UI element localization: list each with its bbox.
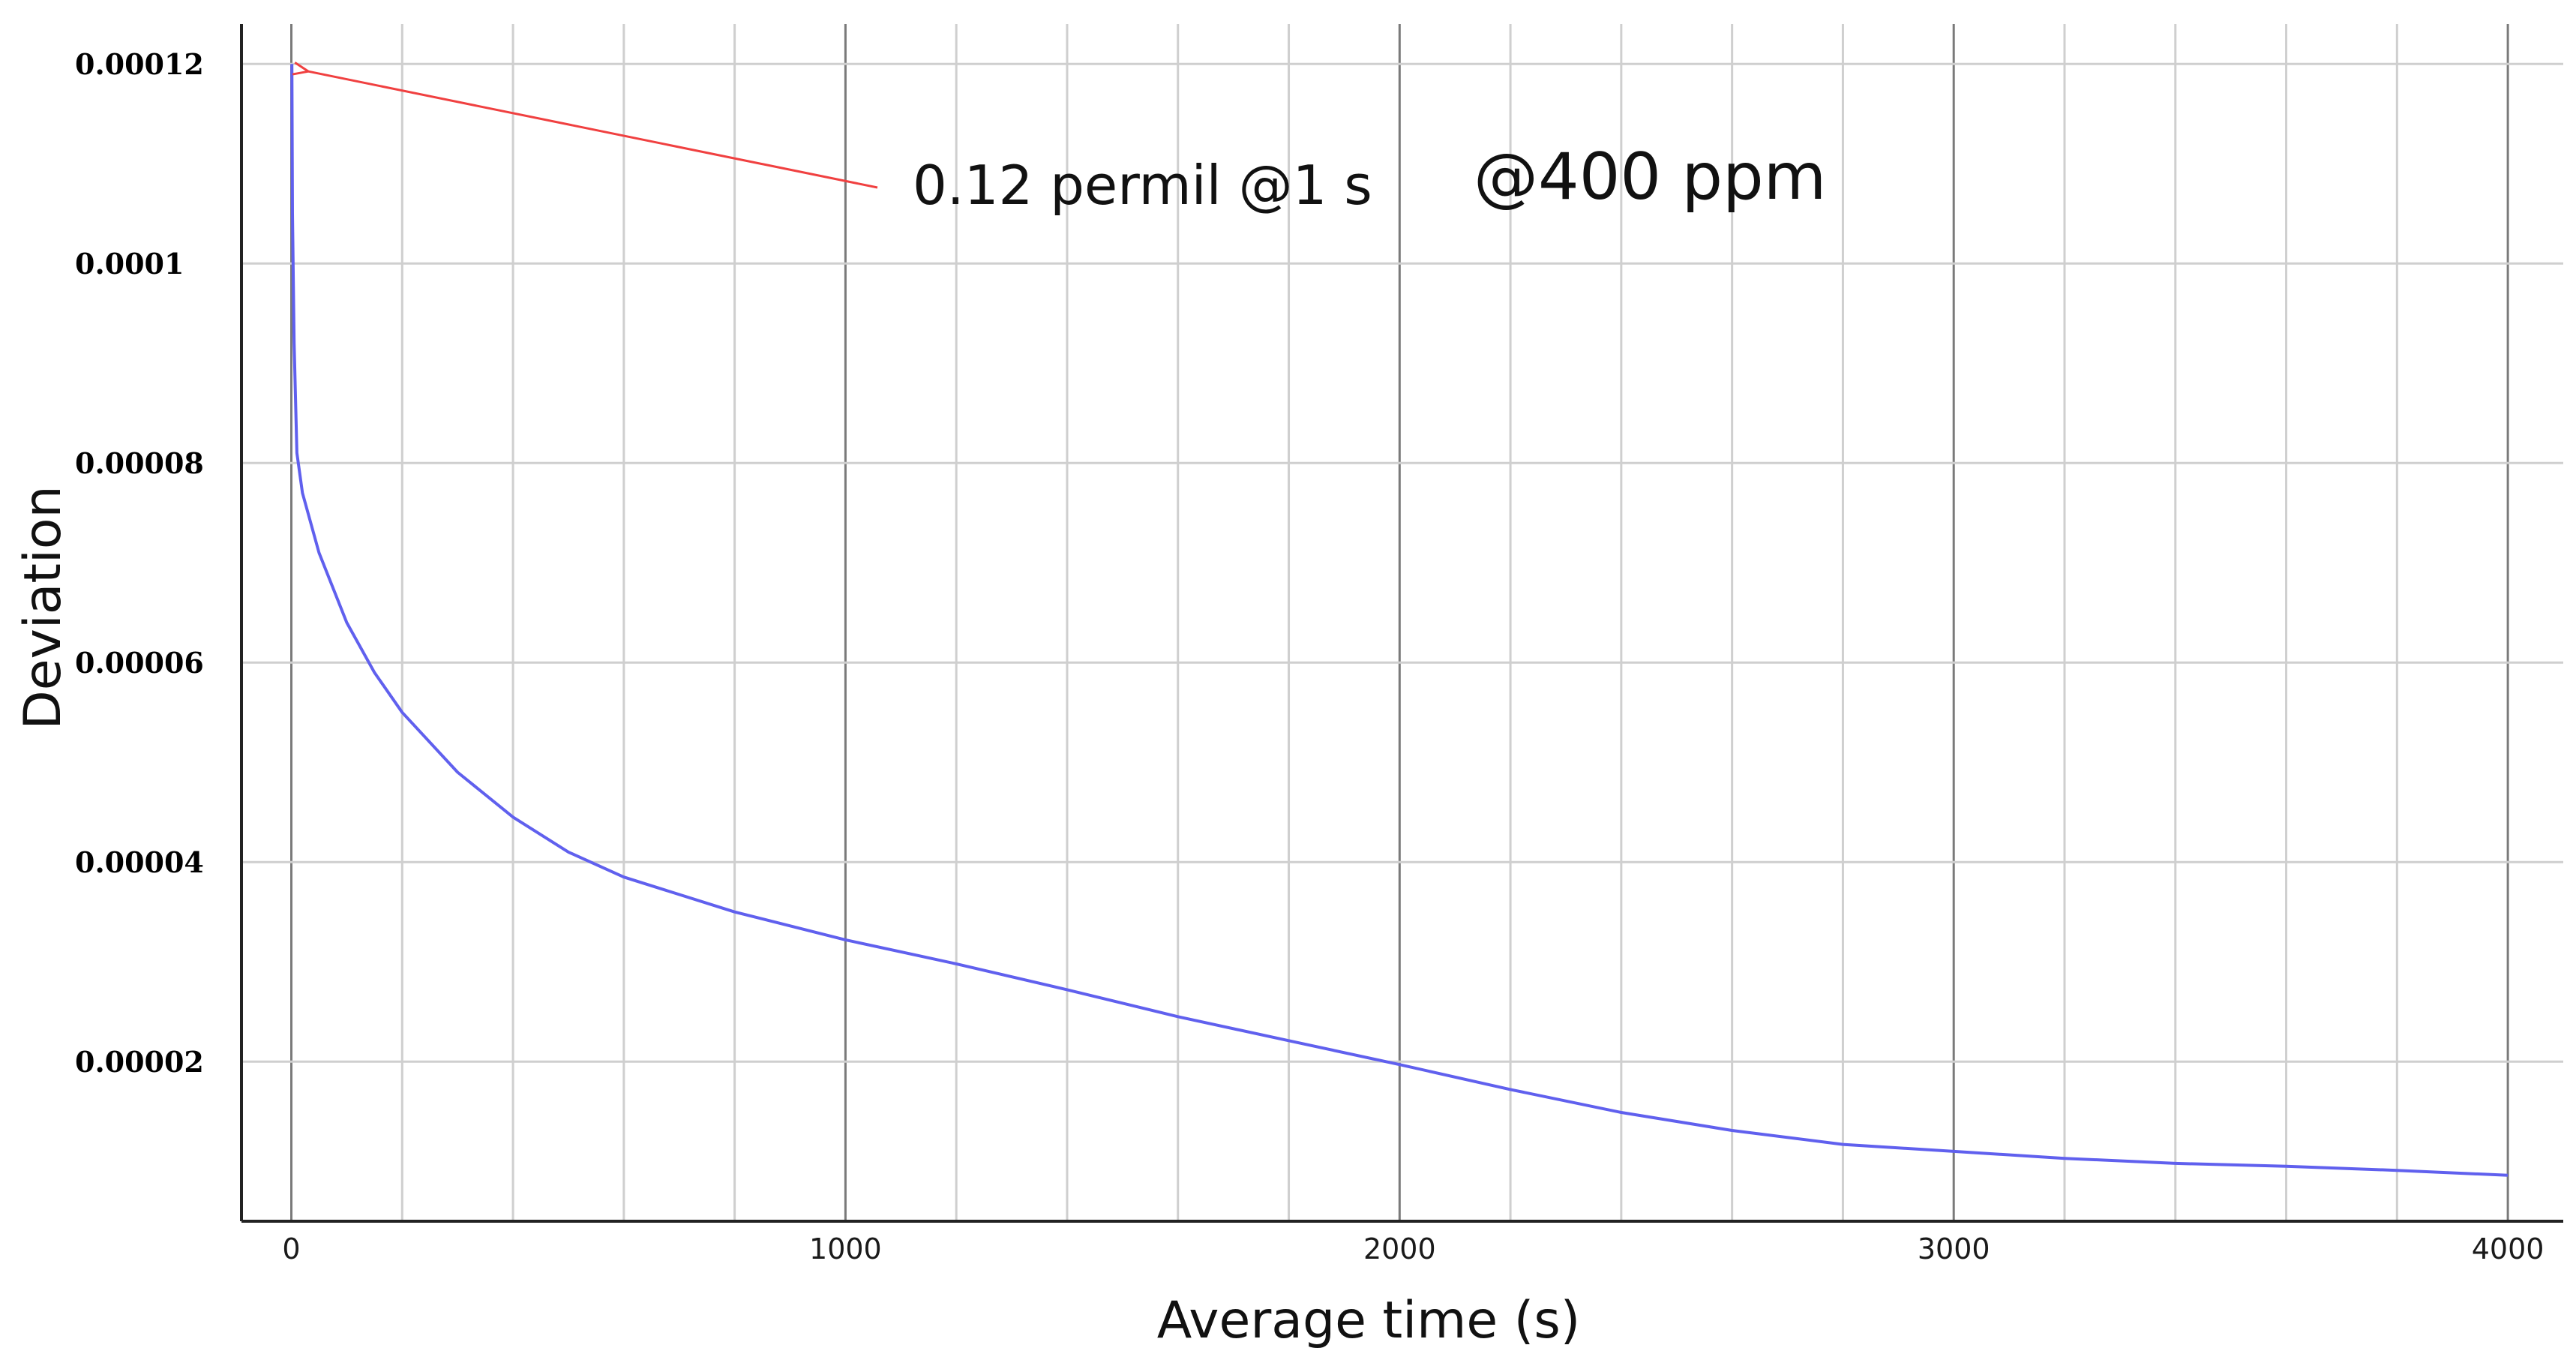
x-tick-label: 1000 (809, 1232, 882, 1265)
y-axis-title: Deviation (13, 485, 73, 729)
tick-labels: 0 1000 2000 3000 4000 0.00002 0.00004 0.00006 0.… (75, 47, 2544, 1265)
x-tick-label: 3000 (1918, 1232, 1990, 1265)
x-tick-label: 0 (282, 1232, 300, 1265)
annotation-arrow (308, 71, 878, 189)
y-tick-label: 0.00012 (75, 47, 204, 81)
x-tick-label: 4000 (2472, 1232, 2545, 1265)
y-tick-label: 0.00008 (75, 446, 204, 480)
annotation-ppm: @400 ppm (1474, 140, 1826, 215)
y-tick-label: 0.00002 (75, 1045, 204, 1079)
y-tick-label: 0.00006 (75, 646, 204, 680)
grid (241, 24, 2563, 1221)
x-tick-label: 2000 (1363, 1232, 1436, 1265)
y-tick-label: 0.0001 (75, 247, 184, 281)
annotation-permil: 0.12 permil @1 s (913, 154, 1372, 217)
deviation-series-line (290, 64, 2509, 1177)
axes (240, 24, 2563, 1223)
x-axis-title: Average time (s) (1157, 1291, 1581, 1350)
y-tick-label: 0.00004 (75, 845, 204, 879)
